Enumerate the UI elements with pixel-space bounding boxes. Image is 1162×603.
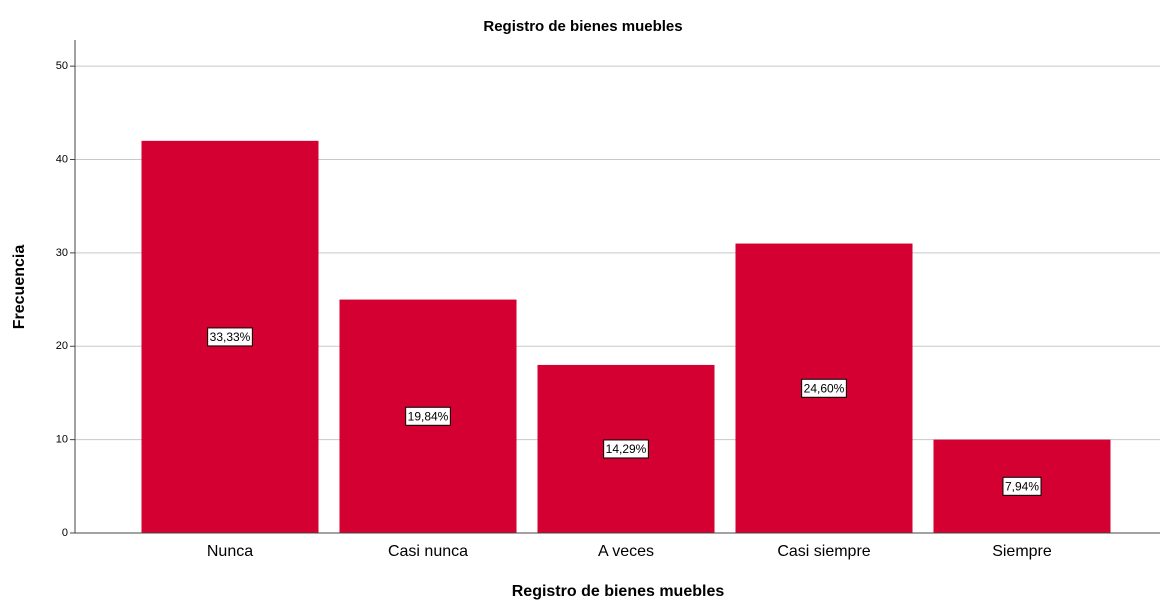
percent-label: 14,29% [606, 442, 647, 456]
percent-label: 24,60% [804, 381, 845, 395]
percent-label-box [603, 439, 649, 459]
y-tick-label: 40 [56, 153, 68, 165]
percent-label: 33,33% [210, 330, 251, 344]
y-tick-label: 50 [56, 60, 68, 72]
percent-label: 7,94% [1005, 479, 1039, 493]
percent-label: 19,84% [408, 409, 449, 423]
y-tick-label: 30 [56, 247, 68, 259]
y-axis-title: Frecuencia [11, 245, 28, 330]
x-axis-title: Registro de bienes muebles [512, 583, 725, 600]
percent-label-box [405, 406, 451, 426]
x-tick-label: Siempre [992, 543, 1052, 560]
x-tick-label: Nunca [207, 543, 253, 560]
percent-label-box [207, 327, 253, 347]
percent-label-box [801, 378, 847, 398]
percent-label-box [1002, 476, 1042, 496]
x-tick-label: A veces [598, 543, 654, 560]
y-tick-label: 10 [56, 434, 68, 446]
y-tick-label: 20 [56, 340, 68, 352]
x-tick-label: Casi siempre [777, 543, 870, 560]
y-tick-label: 0 [62, 527, 68, 539]
x-tick-label: Casi nunca [388, 543, 468, 560]
chart-title: Registro de bienes muebles [483, 18, 682, 35]
